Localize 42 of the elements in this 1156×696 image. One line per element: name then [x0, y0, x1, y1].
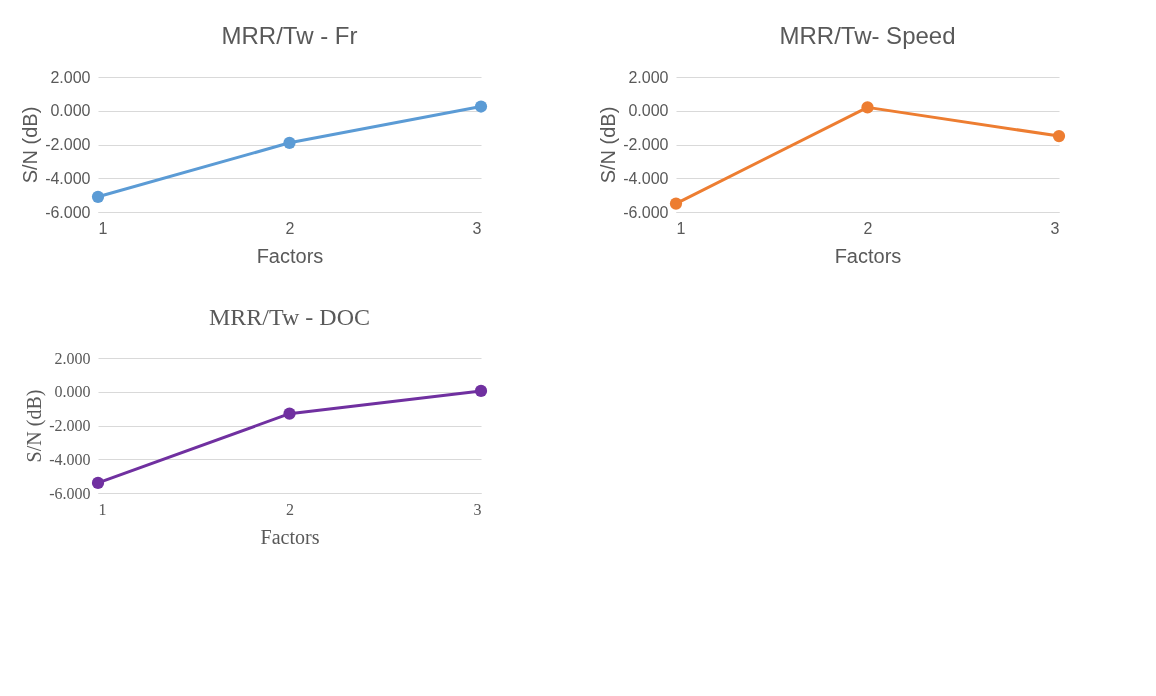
point	[283, 136, 296, 149]
y-tick-label: 2.000	[50, 68, 91, 86]
point	[474, 384, 488, 398]
y-tick-label: -6.000	[45, 203, 91, 221]
point	[861, 101, 874, 114]
x-tick-label: 1	[676, 219, 686, 237]
chart-title: MRR/Tw - DOC	[208, 304, 371, 330]
chart-title: MRR/Tw - Fr	[221, 22, 358, 49]
y-tick-label: 2.000	[628, 68, 669, 86]
y-tick-label: 0.000	[50, 102, 91, 120]
y-tick-label: -4.000	[49, 450, 91, 468]
y-tick-label: -6.000	[623, 203, 669, 221]
y-tick-label: -2.000	[623, 136, 669, 153]
x-tick-label: 2	[863, 219, 873, 237]
y-axis-title: S/N (dB)	[597, 106, 620, 184]
y-tick-label: -4.000	[45, 169, 91, 187]
point	[669, 197, 683, 210]
y-axis-title: S/N (dB)	[19, 106, 42, 184]
point	[1052, 129, 1066, 143]
point	[91, 476, 105, 489]
x-tick-label: 3	[473, 500, 482, 518]
x-axis-title: Factors	[260, 525, 320, 548]
y-tick-label: 2.000	[54, 349, 91, 367]
x-tick-label: 3	[472, 219, 482, 237]
y-tick-label: -4.000	[623, 169, 669, 187]
chart-title: MRR/Tw- Speed	[779, 22, 956, 49]
x-tick-label: 1	[98, 219, 108, 237]
y-tick-label: -6.000	[49, 484, 91, 502]
point	[283, 407, 296, 420]
x-axis-title: Factors	[256, 244, 324, 267]
y-tick-label: -2.000	[45, 136, 91, 153]
x-tick-label: 3	[1050, 219, 1060, 237]
x-tick-label: 2	[286, 500, 294, 518]
x-tick-label: 1	[98, 500, 107, 518]
y-axis-title: S/N (dB)	[23, 389, 47, 463]
y-tick-label: 0.000	[54, 383, 91, 401]
y-tick-label: -2.000	[49, 417, 91, 434]
point	[474, 100, 488, 113]
x-tick-label: 2	[285, 219, 295, 237]
point	[91, 190, 105, 203]
x-axis-title: Factors	[834, 244, 902, 267]
y-tick-label: 0.000	[628, 102, 669, 120]
